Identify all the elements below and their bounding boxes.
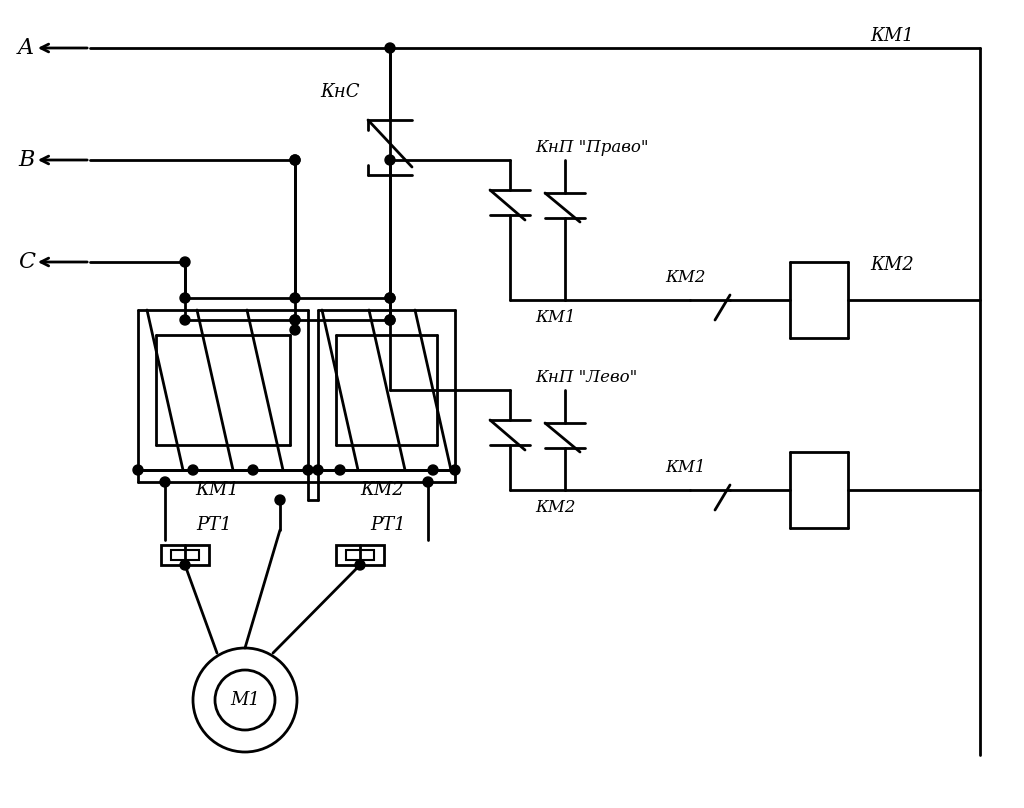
Circle shape bbox=[335, 465, 345, 475]
Text: КМ2: КМ2 bbox=[535, 499, 575, 516]
Circle shape bbox=[385, 155, 395, 165]
Circle shape bbox=[385, 315, 395, 325]
Text: РТ1: РТ1 bbox=[370, 516, 406, 534]
Circle shape bbox=[180, 293, 190, 303]
Text: КМ1: КМ1 bbox=[665, 460, 706, 477]
Circle shape bbox=[160, 477, 170, 487]
Circle shape bbox=[385, 293, 395, 303]
Circle shape bbox=[303, 465, 313, 475]
Bar bbox=[171, 550, 199, 560]
Text: A: A bbox=[18, 37, 34, 59]
Circle shape bbox=[180, 560, 190, 570]
Circle shape bbox=[290, 155, 300, 165]
Circle shape bbox=[290, 315, 300, 325]
Circle shape bbox=[385, 315, 395, 325]
Circle shape bbox=[133, 465, 143, 475]
Bar bbox=[336, 545, 384, 565]
Circle shape bbox=[423, 477, 433, 487]
Circle shape bbox=[248, 465, 258, 475]
Text: КМ1: КМ1 bbox=[870, 27, 913, 45]
Bar bbox=[161, 545, 209, 565]
Circle shape bbox=[428, 465, 438, 475]
Circle shape bbox=[385, 293, 395, 303]
Circle shape bbox=[290, 315, 300, 325]
Text: C: C bbox=[18, 251, 35, 273]
Circle shape bbox=[275, 495, 285, 505]
Text: КМ2: КМ2 bbox=[360, 481, 403, 499]
Text: КМ2: КМ2 bbox=[665, 270, 706, 287]
Circle shape bbox=[188, 465, 198, 475]
Text: КнП "Лево": КнП "Лево" bbox=[535, 369, 637, 386]
Text: B: B bbox=[18, 149, 35, 171]
Circle shape bbox=[450, 465, 460, 475]
Text: М1: М1 bbox=[230, 691, 260, 709]
Circle shape bbox=[290, 293, 300, 303]
Text: КМ1: КМ1 bbox=[535, 309, 575, 326]
Circle shape bbox=[355, 560, 365, 570]
Circle shape bbox=[313, 465, 323, 475]
Text: КМ2: КМ2 bbox=[870, 256, 913, 274]
Circle shape bbox=[180, 315, 190, 325]
Text: РТ1: РТ1 bbox=[196, 516, 231, 534]
Circle shape bbox=[180, 257, 190, 267]
Bar bbox=[346, 550, 374, 560]
Text: КнС: КнС bbox=[319, 83, 359, 101]
Circle shape bbox=[290, 155, 300, 165]
Text: КнП "Право": КнП "Право" bbox=[535, 140, 648, 157]
Circle shape bbox=[290, 325, 300, 335]
Circle shape bbox=[385, 43, 395, 53]
Text: КМ1: КМ1 bbox=[195, 481, 239, 499]
